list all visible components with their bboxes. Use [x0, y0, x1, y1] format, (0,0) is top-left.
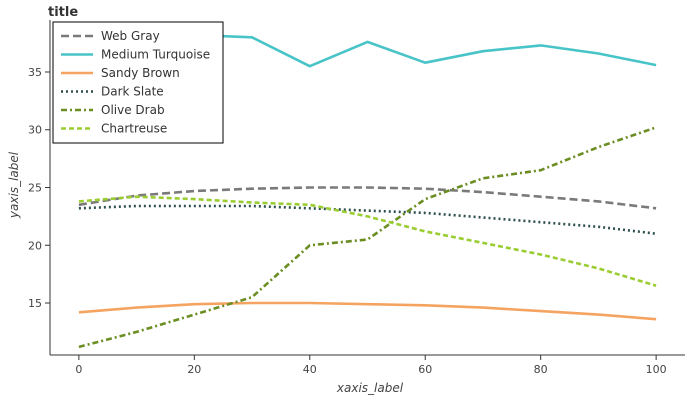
series-line-dark-slate: [78, 204, 657, 235]
chart-title: title: [48, 5, 78, 20]
legend-label: Chartreuse: [101, 122, 167, 136]
series-line-chartreuse: [78, 195, 657, 287]
x-axis-title: xaxis_label: [336, 381, 404, 395]
x-tick-label: 0: [75, 363, 82, 376]
y-tick-label: 35: [28, 66, 42, 79]
series-line-sandy-brown: [78, 301, 657, 321]
y-axis-title: yaxis_label: [7, 151, 21, 219]
y-tick-label: 15: [28, 297, 42, 310]
x-tick-label: 80: [534, 363, 548, 376]
y-tick-label: 20: [28, 239, 42, 252]
y-tick-label: 25: [28, 182, 42, 195]
x-tick-label: 40: [303, 363, 317, 376]
series-line-olive-drab: [78, 126, 657, 349]
x-tick-label: 20: [187, 363, 201, 376]
axes: 0 20 40 60 80 100 15 20 25 30 35: [28, 20, 685, 376]
y-tick-label: 30: [28, 124, 42, 137]
series-line-web-gray: [78, 186, 657, 210]
x-tick-label: 60: [418, 363, 432, 376]
legend-box: [52, 21, 224, 144]
legend-label: Web Gray: [101, 29, 160, 43]
legend-label: Medium Turquoise: [101, 48, 210, 62]
legend-label: Olive Drab: [101, 103, 165, 117]
legend: Web Gray Medium Turquoise Sandy Brown Dark …: [52, 21, 224, 144]
legend-label: Dark Slate: [101, 85, 164, 99]
x-tick-label: 100: [646, 363, 667, 376]
legend-label: Sandy Brown: [101, 66, 180, 80]
